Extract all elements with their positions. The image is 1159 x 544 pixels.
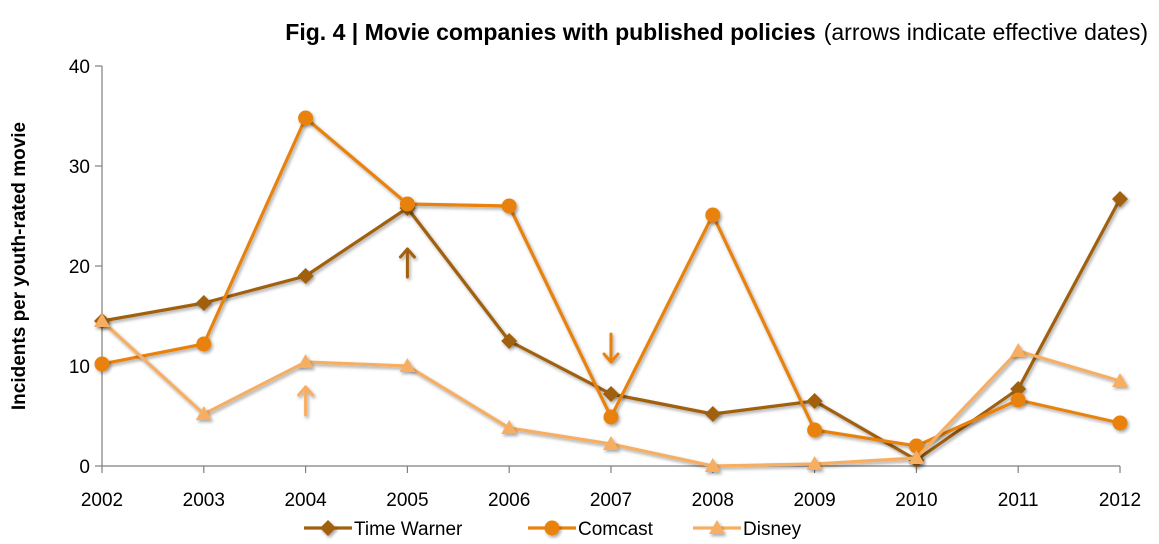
data-point: [501, 333, 518, 349]
x-tick-label: 2009: [793, 490, 835, 511]
effective-date-arrow: [297, 385, 315, 417]
x-tick-label: 2006: [488, 490, 530, 511]
x-tick-label: 2010: [895, 490, 937, 511]
legend-marker: [320, 520, 336, 536]
data-point: [195, 406, 212, 420]
x-tick-label: 2008: [692, 490, 734, 511]
chart-title: Fig. 4 | Movie companies with published …: [285, 19, 1148, 45]
data-point: [399, 196, 415, 212]
series-comcast: [94, 110, 1128, 454]
y-axis-title: Incidents per youth-rated movie: [9, 122, 30, 410]
x-tick-label: 2005: [386, 490, 428, 511]
data-point: [94, 356, 110, 372]
data-point: [705, 207, 721, 223]
data-point: [1010, 381, 1027, 397]
y-tick-label: 10: [69, 357, 90, 378]
data-point: [297, 268, 314, 284]
data-point: [501, 420, 518, 434]
legend-item: Disney: [693, 519, 802, 540]
series-disney: [94, 313, 1128, 472]
x-tick-label: 2007: [590, 490, 632, 511]
data-point: [196, 336, 212, 352]
y-tick-label: 0: [79, 457, 90, 478]
data-point: [603, 409, 619, 425]
data-point: [298, 110, 314, 126]
legend-marker: [544, 520, 560, 536]
data-point: [704, 406, 721, 422]
y-tick-label: 40: [69, 57, 90, 78]
data-point: [1010, 392, 1026, 408]
legend-item: Comcast: [528, 519, 654, 540]
x-tick-label: 2004: [284, 490, 327, 511]
data-point: [603, 386, 619, 402]
data-point: [1112, 191, 1128, 207]
x-tick-label: 2003: [183, 490, 225, 511]
effective-date-arrow: [398, 247, 416, 279]
data-point: [501, 198, 517, 214]
legend-marker: [709, 520, 725, 534]
x-tick-label: 2002: [81, 490, 123, 511]
y-tick-label: 30: [69, 157, 90, 178]
data-point: [807, 422, 823, 438]
data-point: [297, 354, 314, 368]
data-point: [806, 393, 823, 409]
data-point: [603, 436, 619, 450]
legend-label: Comcast: [578, 519, 654, 540]
data-point: [195, 295, 212, 311]
data-point: [94, 313, 110, 327]
data-point: [1010, 343, 1027, 357]
legend-label: Disney: [743, 519, 802, 540]
data-point: [704, 458, 721, 472]
legend-item: Time Warner: [304, 519, 463, 540]
effective-date-arrow: [602, 332, 620, 364]
y-tick-label: 20: [69, 257, 90, 278]
data-point: [908, 450, 925, 464]
legend-label: Time Warner: [354, 519, 463, 540]
x-tick-label: 2011: [998, 490, 1039, 511]
x-tick-label: 2012: [1099, 490, 1141, 511]
data-point: [1112, 415, 1128, 431]
data-point: [806, 456, 823, 470]
data-point: [908, 438, 924, 454]
data-point: [1112, 373, 1128, 387]
data-point: [399, 358, 416, 372]
series-time-warner: [94, 191, 1128, 468]
